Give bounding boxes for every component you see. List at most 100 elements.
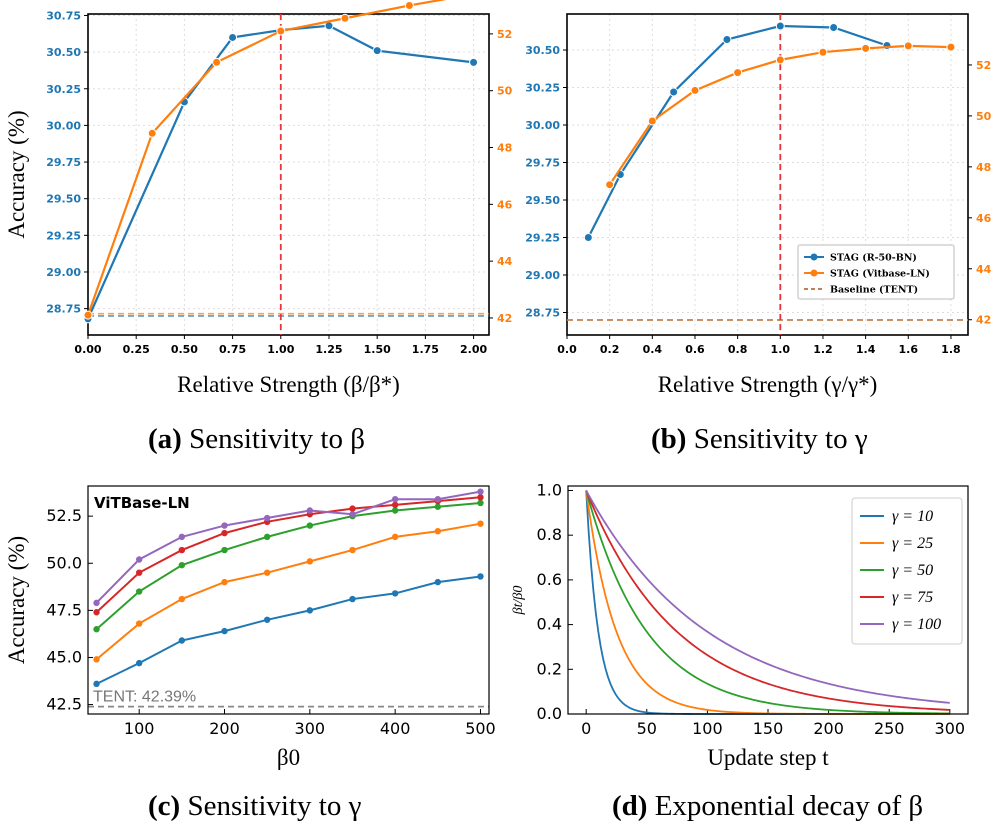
- data-point: [221, 529, 228, 537]
- data-point: [669, 87, 679, 97]
- x-tick-label: 200: [813, 719, 844, 738]
- y-right-tick-label: 48: [976, 161, 991, 174]
- data-point: [135, 659, 143, 667]
- y-tick-label: 0.0: [537, 704, 562, 723]
- x-tick-label: 100: [124, 719, 155, 738]
- y-tick-label: 0.2: [537, 659, 562, 678]
- x-tick-label: 250: [874, 719, 905, 738]
- x-tick-label: 0.0: [557, 343, 577, 356]
- data-point: [946, 42, 956, 52]
- x-tick-label: 0: [581, 719, 591, 738]
- series-line: [95, 496, 481, 613]
- y-left-tick-label: 29.00: [525, 269, 560, 282]
- decay-curve: [585, 490, 950, 711]
- x-tick-label: 400: [380, 719, 411, 738]
- y-axis-label: βt/β0: [511, 586, 526, 616]
- data-point: [135, 569, 143, 576]
- data-point: [775, 21, 785, 31]
- caption-d: (d) Exponential decay of β: [612, 790, 923, 822]
- data-point: [263, 569, 271, 576]
- y-right-tick-label: 44: [497, 255, 513, 268]
- data-point: [349, 511, 356, 518]
- plot-frame: [87, 13, 490, 336]
- data-point: [178, 637, 186, 644]
- baseline-label: TENT: 42.39%: [93, 689, 196, 706]
- y-tick-label: 0.4: [537, 615, 562, 634]
- x-axis-label: β0: [277, 745, 300, 770]
- data-point: [263, 533, 271, 541]
- x-tick-label: 1.00: [267, 343, 294, 356]
- data-point: [93, 599, 100, 607]
- plot-frame: [567, 485, 969, 715]
- data-point: [306, 607, 314, 614]
- x-tick-label: 0.75: [219, 343, 246, 356]
- y-left-tick-label: 30.25: [525, 82, 560, 95]
- data-point: [349, 505, 356, 512]
- x-tick-label: 1.25: [315, 343, 342, 356]
- data-point: [135, 588, 143, 595]
- y-tick-label: 42.5: [46, 695, 82, 714]
- data-point: [722, 35, 732, 44]
- y-tick-label: 50.0: [46, 553, 82, 572]
- data-point: [178, 546, 186, 554]
- data-point: [178, 533, 186, 541]
- series-line: [95, 490, 481, 604]
- data-point: [829, 23, 839, 32]
- y-right-tick-label: 48: [497, 142, 512, 155]
- y-left-tick-label: 30.00: [525, 119, 560, 132]
- y-left-tick-label: 28.75: [46, 303, 81, 316]
- x-tick-label: 500: [465, 719, 496, 738]
- data-point: [434, 495, 442, 503]
- y-right-tick-label: 46: [497, 198, 513, 211]
- panel-c: 100 200 300 400 500 42.5 45.0 47.5 50.0 52.5 TENT:…: [4, 485, 496, 770]
- data-point: [605, 180, 615, 190]
- data-point: [349, 546, 356, 554]
- y-axis-label: Accuracy (%): [4, 536, 29, 664]
- x-tick-label: 0.4: [643, 343, 663, 356]
- y-right-tick-label: 46: [976, 212, 992, 225]
- x-tick-label: 1.0: [771, 343, 791, 356]
- data-point: [477, 520, 484, 527]
- y-left-tick-label: 28.75: [525, 307, 560, 320]
- data-point: [93, 680, 100, 688]
- plot-frame: [566, 13, 969, 336]
- series-line: [96, 575, 481, 685]
- y-left-tick-label: 29.00: [46, 266, 81, 279]
- data-point: [404, 0, 414, 10]
- data-point: [306, 507, 314, 514]
- panel-a: 0.00 0.25 0.50 0.75 1.00 1.25 1.50 1.75 2.00 28.7…: [4, 0, 513, 397]
- x-tick-label: 150: [753, 719, 784, 738]
- caption-c: (c) Sensitivity to γ: [148, 790, 362, 822]
- y-left-tick-label: 29.75: [525, 157, 560, 170]
- legend-label: γ = 10: [892, 508, 933, 525]
- y-right-tick-label: 50: [976, 110, 992, 123]
- data-point: [221, 627, 228, 635]
- plot-frame: [87, 485, 490, 715]
- y-tick-label: 0.6: [537, 570, 562, 589]
- legend-label: STAG (R-50-BN): [830, 253, 917, 264]
- data-point: [135, 556, 143, 563]
- x-tick-label: 0.25: [123, 343, 150, 356]
- data-point: [212, 57, 222, 67]
- data-point: [135, 620, 143, 627]
- y-left-tick-label: 30.00: [46, 119, 81, 132]
- data-point: [583, 233, 593, 242]
- x-tick-label: 0.6: [685, 343, 705, 356]
- data-point: [228, 32, 238, 42]
- data-point: [469, 57, 479, 67]
- x-tick-label: 200: [209, 719, 240, 738]
- data-point: [221, 578, 228, 586]
- y-axis-label: Accuracy (%): [4, 110, 29, 238]
- data-point: [775, 55, 785, 65]
- data-point: [690, 85, 700, 95]
- data-point: [434, 528, 442, 535]
- data-point: [477, 488, 484, 495]
- y-left-tick-label: 30.50: [46, 46, 81, 59]
- data-point: [861, 43, 871, 53]
- x-tick-label: 1.2: [813, 343, 833, 356]
- x-tick-label: 1.75: [412, 343, 439, 356]
- y-tick-label: 45.0: [46, 647, 82, 666]
- legend-marker: [810, 269, 818, 277]
- data-point: [434, 503, 442, 510]
